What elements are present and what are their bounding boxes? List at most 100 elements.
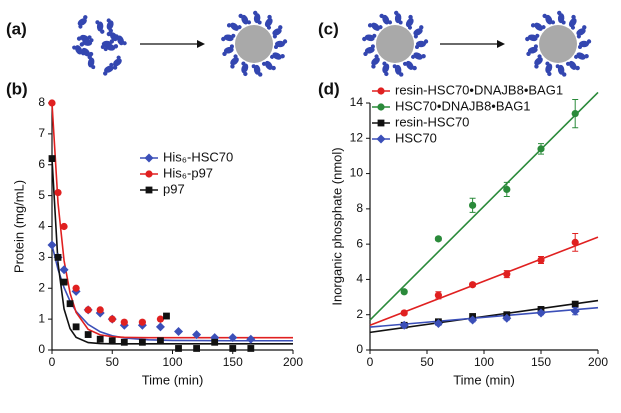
y-tick-label: 10 bbox=[350, 166, 364, 180]
protein-body bbox=[405, 18, 414, 28]
protein-body bbox=[364, 34, 375, 42]
protein-lobe bbox=[578, 45, 582, 49]
protein-lobe bbox=[278, 25, 283, 30]
protein-icon bbox=[542, 13, 556, 25]
protein-body bbox=[223, 34, 234, 42]
protein-lobe bbox=[247, 20, 252, 25]
data-point bbox=[246, 334, 256, 344]
y-tick-label: 6 bbox=[38, 157, 45, 171]
protein-lobe bbox=[78, 24, 83, 29]
data-point bbox=[72, 323, 80, 331]
x-axis-title: Time (min) bbox=[142, 372, 204, 387]
x-tick-label: 0 bbox=[367, 355, 374, 369]
protein-body bbox=[253, 64, 261, 75]
protein-lobe bbox=[530, 23, 536, 28]
protein-body bbox=[534, 57, 543, 66]
data-point bbox=[399, 320, 409, 330]
data-point bbox=[571, 109, 579, 118]
y-tick-label: 5 bbox=[38, 188, 45, 202]
y-tick-label: 4 bbox=[38, 219, 45, 233]
legend-marker bbox=[145, 186, 153, 194]
protein-lobe bbox=[570, 25, 575, 30]
data-point bbox=[175, 345, 182, 352]
arrow-head bbox=[497, 40, 505, 48]
y-axis-title: Protein (mg/mL) bbox=[11, 180, 26, 273]
protein-body bbox=[413, 52, 423, 60]
protein-icon bbox=[379, 13, 393, 25]
data-point bbox=[66, 300, 74, 308]
data-point bbox=[571, 300, 579, 308]
protein-lobe bbox=[116, 55, 121, 60]
protein-icon bbox=[576, 25, 587, 39]
data-point bbox=[468, 315, 478, 325]
protein-lobe bbox=[280, 53, 285, 59]
x-tick-label: 0 bbox=[49, 355, 56, 369]
protein-body bbox=[230, 22, 239, 31]
protein-icon bbox=[221, 33, 236, 42]
protein-icon bbox=[77, 15, 88, 29]
protein-lobe bbox=[535, 33, 540, 38]
protein-body bbox=[79, 34, 90, 42]
protein-body bbox=[275, 40, 285, 48]
data-point bbox=[247, 345, 255, 352]
y-tick-label: 14 bbox=[350, 95, 364, 109]
data-point bbox=[174, 326, 184, 336]
protein-lobe bbox=[262, 61, 267, 66]
data-point bbox=[72, 284, 80, 292]
data-point bbox=[570, 306, 580, 316]
protein-icon bbox=[371, 54, 380, 69]
protein-body bbox=[413, 28, 423, 36]
protein-lobe bbox=[87, 35, 92, 40]
protein-icon bbox=[578, 39, 592, 49]
protein-lobe bbox=[419, 25, 424, 30]
protein-lobe bbox=[555, 64, 560, 69]
protein-body bbox=[106, 20, 114, 30]
protein-lobe bbox=[561, 20, 566, 25]
panel-label: (d) bbox=[318, 79, 340, 98]
protein-lobe bbox=[243, 71, 248, 77]
protein-lobe bbox=[371, 64, 376, 69]
protein-icon bbox=[114, 34, 127, 46]
protein-lobe bbox=[362, 36, 367, 42]
x-tick-label: 100 bbox=[474, 355, 494, 369]
data-point bbox=[54, 253, 62, 261]
fit-line bbox=[369, 236, 599, 327]
protein-lobe bbox=[251, 64, 256, 69]
protein-body bbox=[272, 52, 282, 60]
data-point bbox=[138, 318, 146, 326]
protein-icon bbox=[230, 54, 239, 69]
protein-icon bbox=[367, 22, 383, 31]
data-point bbox=[400, 309, 408, 317]
protein-lobe bbox=[379, 13, 384, 19]
x-tick-label: 150 bbox=[223, 355, 243, 369]
protein-lobe bbox=[541, 25, 546, 30]
protein-body bbox=[568, 18, 577, 28]
legend-label: HSC70•DNAJB8•BAG1 bbox=[395, 98, 531, 113]
protein-body bbox=[568, 60, 577, 70]
legend-label: His₆-HSC70 bbox=[163, 149, 233, 164]
x-tick-label: 50 bbox=[420, 355, 434, 369]
protein-icon bbox=[274, 39, 288, 49]
protein-lobe bbox=[100, 29, 105, 34]
protein-lobe bbox=[533, 44, 538, 49]
protein-lobe bbox=[394, 10, 399, 16]
legend-label: resin-HSC70 bbox=[395, 114, 469, 129]
protein-icon bbox=[100, 39, 114, 49]
protein-icon bbox=[566, 60, 580, 71]
protein-icon bbox=[112, 55, 122, 70]
protein-icon bbox=[226, 22, 242, 31]
protein-body bbox=[364, 46, 375, 54]
protein-lobe bbox=[226, 23, 232, 28]
protein-lobe bbox=[586, 39, 592, 44]
panel-label: (b) bbox=[6, 79, 28, 98]
data-point bbox=[571, 238, 579, 246]
y-tick-label: 2 bbox=[356, 307, 363, 321]
protein-icon bbox=[525, 33, 540, 42]
protein-body bbox=[105, 43, 116, 51]
y-tick-label: 7 bbox=[38, 126, 45, 140]
data-point bbox=[229, 345, 237, 352]
data-point bbox=[503, 270, 511, 278]
protein-lobe bbox=[399, 72, 404, 77]
protein-lobe bbox=[574, 54, 579, 59]
